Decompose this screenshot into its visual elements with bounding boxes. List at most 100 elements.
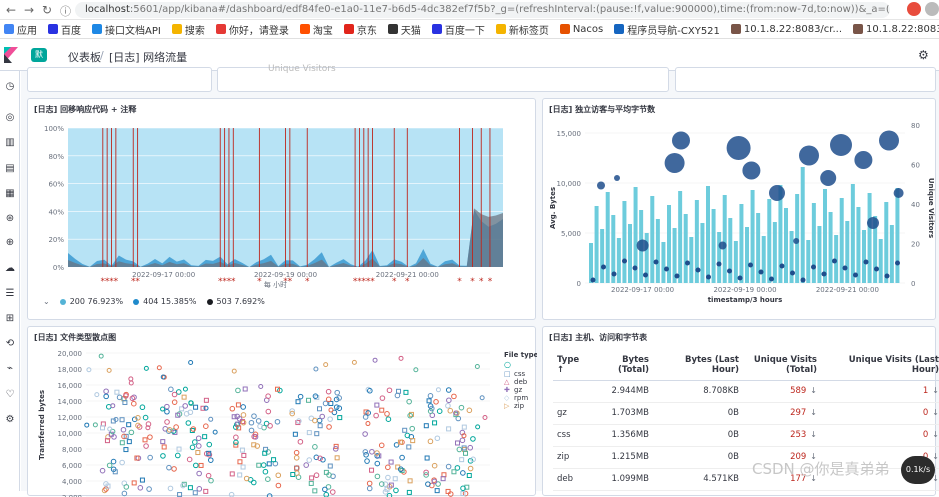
filter-arrow-icon[interactable]: ↓ <box>932 408 939 417</box>
filter-arrow-icon[interactable]: ↓ <box>932 452 939 461</box>
col-type[interactable]: Type ↑ <box>553 350 593 381</box>
apm-icon[interactable]: ⊞ <box>5 313 15 324</box>
bookmark-6[interactable]: 京东 <box>343 22 377 37</box>
point-circle <box>447 491 454 497</box>
back-icon[interactable]: ← <box>5 3 17 17</box>
bubble <box>597 181 605 190</box>
cell-visits-last: 0↓ <box>821 402 939 425</box>
table-row: gz 1.703MB 0B 297 ↓ 0 ↓ <box>553 402 939 425</box>
filter-arrow-icon[interactable]: ↓ <box>932 386 939 395</box>
y-tick-label: 10,000 <box>58 430 83 438</box>
bookmark-11[interactable]: 程序员导航-CXY521 <box>614 22 720 37</box>
infra-icon[interactable]: ☁ <box>5 263 15 274</box>
dashboard-icon[interactable]: ▤ <box>5 163 15 174</box>
point-square <box>160 439 166 445</box>
annotation-marker: * <box>370 277 375 287</box>
chevron-down-icon[interactable]: ⌄ <box>43 297 50 306</box>
uptime-icon[interactable]: ⟲ <box>5 338 15 349</box>
space-avatar[interactable]: 默 <box>31 48 47 62</box>
point-square <box>426 398 432 404</box>
kibana-logo-icon[interactable] <box>4 47 18 63</box>
response-codes-chart[interactable]: 100%80%60%40%20%0%* * * * * * * * * * * * * * * * * * * * * *… <box>28 99 537 321</box>
management-icon[interactable]: ⚙ <box>5 414 15 425</box>
y-axis-label: Avg. Bytes <box>549 187 557 229</box>
col-visits-last[interactable]: Unique Visits (Last Hour) <box>821 350 939 381</box>
visitors-panel: [日志] 独立访客与平均字节数 15,000 10,000 5,000 0 80 60 40… <box>542 98 936 320</box>
cell-bytes-last-value: 4.571KB <box>703 474 739 484</box>
point-square <box>233 442 239 448</box>
bar <box>761 236 766 283</box>
filter-arrow-icon[interactable]: ↓ <box>932 474 939 483</box>
devtools-icon[interactable]: ⌁ <box>6 363 14 374</box>
point-circle <box>121 490 128 497</box>
point-circle <box>171 399 178 405</box>
point-circle <box>336 395 342 401</box>
bookmark-4[interactable]: 你好，请登录 <box>215 22 289 37</box>
point-square <box>317 423 323 429</box>
point-circle <box>423 469 429 476</box>
annotation-marker: * <box>227 277 232 287</box>
reload-icon[interactable]: ↻ <box>41 3 53 17</box>
site-info-icon[interactable]: ⓘ <box>60 5 71 18</box>
discover-icon[interactable]: ◎ <box>5 112 15 123</box>
filter-arrow-icon[interactable]: ↓ <box>810 430 817 439</box>
point-square <box>314 431 320 437</box>
point-circle <box>366 485 373 492</box>
bookmark-2[interactable]: 接口文档API <box>92 22 161 37</box>
logs-icon[interactable]: ☰ <box>5 288 15 299</box>
point-square <box>256 462 262 468</box>
point-square <box>402 427 408 433</box>
visitors-chart[interactable]: 15,000 10,000 5,000 0 80 60 40 20 0 Avg. Bytes Uni… <box>543 99 937 321</box>
monitoring-icon[interactable]: ♡ <box>5 389 15 400</box>
col-visits-total[interactable]: Unique Visits (Total) <box>743 350 821 381</box>
point-circle <box>326 472 332 478</box>
point-circle <box>192 439 198 445</box>
ml-icon[interactable]: ⊕ <box>5 237 15 248</box>
point-square <box>192 490 198 496</box>
sort-arrow-up-icon[interactable]: ↑ <box>557 364 565 375</box>
point-outlier <box>86 367 92 373</box>
bookmark-3[interactable]: 搜索 <box>171 22 205 37</box>
bookmark-0[interactable]: 应用 <box>4 22 37 37</box>
point-circle <box>233 434 239 441</box>
bookmark-1[interactable]: 百度 <box>48 22 81 37</box>
col-bytes-total[interactable]: Bytes (Total) <box>593 350 653 381</box>
cell-bytes-last-value: 0B <box>727 452 739 462</box>
filter-arrow-icon[interactable]: ↓ <box>810 408 817 417</box>
menu-icon[interactable] <box>925 2 939 16</box>
point-circle <box>109 428 116 435</box>
recent-icon[interactable]: ◷ <box>5 81 15 92</box>
point-square <box>461 445 467 451</box>
filter-arrow-icon[interactable]: ↓ <box>810 452 817 461</box>
maps-icon[interactable]: ⊛ <box>5 213 15 224</box>
legend-200[interactable]: 200 76.923% <box>69 297 124 306</box>
breadcrumb-root[interactable]: 仪表板 <box>68 51 101 64</box>
filter-arrow-icon[interactable]: ↓ <box>810 474 817 483</box>
bookmark-8[interactable]: 百度一下 <box>431 22 485 37</box>
legend-404[interactable]: 404 15.385% <box>143 297 197 306</box>
filter-arrow-icon[interactable]: ↓ <box>932 430 939 439</box>
bookmark-9[interactable]: 新标签页 <box>495 22 549 37</box>
bookmark-12[interactable]: 10.1.8.22:8083/cr... <box>730 24 842 35</box>
bookmark-13[interactable]: 10.1.8.22:8083/cr... <box>853 24 939 35</box>
point-square <box>206 450 212 456</box>
filter-arrow-icon[interactable]: ↓ <box>810 386 817 395</box>
point-square <box>392 476 398 482</box>
x-axis-label: 每 小时 <box>264 280 287 289</box>
point-circle <box>147 454 153 461</box>
file-type-chart[interactable]: 20,000 18,000 16,000 14,000 12,000 10,000 8,00… <box>28 327 537 497</box>
legend-503[interactable]: 503 7.692% <box>216 297 265 306</box>
point-square <box>241 452 247 458</box>
col-bytes-last[interactable]: Bytes (Last Hour) <box>653 350 743 381</box>
bookmark-10[interactable]: Nacos <box>559 24 603 35</box>
visualize-icon[interactable]: ▥ <box>5 137 15 148</box>
gear-icon[interactable]: ⚙ <box>918 48 929 62</box>
canvas-icon[interactable]: ▦ <box>5 188 15 199</box>
bookmark-5[interactable]: 淘宝 <box>299 22 333 37</box>
address-bar[interactable]: localhost:5601/app/kibana#/dashboard/edf… <box>75 2 890 18</box>
bubble <box>830 134 852 156</box>
forward-icon[interactable]: → <box>23 3 35 17</box>
bubble <box>879 130 899 151</box>
profile-icon[interactable] <box>907 2 921 16</box>
bookmark-7[interactable]: 天猫 <box>387 22 421 37</box>
